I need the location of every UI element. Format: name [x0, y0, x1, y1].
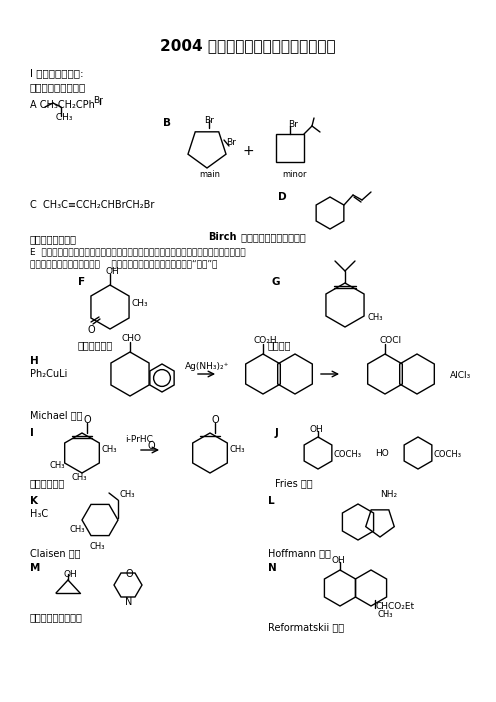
Text: OH: OH — [310, 425, 324, 434]
Text: CHCO₂Et: CHCO₂Et — [375, 602, 414, 611]
Text: 还原，不影响非共轭双键: 还原，不影响非共轭双键 — [238, 232, 306, 242]
Text: CHO: CHO — [122, 334, 142, 343]
Text: L: L — [268, 496, 275, 506]
Text: HO: HO — [375, 449, 389, 458]
Text: F: F — [78, 277, 85, 287]
Text: Michael 加成: Michael 加成 — [30, 410, 82, 420]
Text: 烯键比三键易加成: 烯键比三键易加成 — [30, 234, 77, 244]
Text: OH: OH — [64, 570, 78, 579]
Text: I 基本反应原理题:: I 基本反应原理题: — [30, 68, 84, 78]
Text: Birch: Birch — [208, 232, 237, 242]
Text: 一、完成下列反应式: 一、完成下列反应式 — [30, 82, 86, 92]
Text: Claisen 重排: Claisen 重排 — [30, 548, 80, 558]
Text: Ag(NH₃)₂⁺: Ag(NH₃)₂⁺ — [185, 362, 229, 371]
Text: OH: OH — [332, 556, 346, 565]
Text: Br: Br — [204, 116, 214, 125]
Text: H₃C: H₃C — [30, 509, 48, 519]
Text: CO₂H: CO₂H — [253, 336, 277, 345]
Text: Hoffmann 降级: Hoffmann 降级 — [268, 548, 331, 558]
Text: CH₃: CH₃ — [119, 490, 134, 499]
Text: CH₃: CH₃ — [132, 299, 149, 308]
Text: M: M — [30, 563, 40, 573]
Text: Fries 重排: Fries 重排 — [275, 478, 312, 488]
Text: N: N — [125, 597, 132, 607]
Text: 反式消除: 反式消除 — [268, 340, 292, 350]
Text: E  这应该是一个错题：邻苯二甲酸亚胺的氮负离子是一个比醒鑰碱性还强的碱，只能发射: E 这应该是一个错题：邻苯二甲酸亚胺的氮负离子是一个比醒鑰碱性还强的碱，只能发射 — [30, 247, 246, 256]
Text: O: O — [84, 415, 92, 425]
Text: +: + — [242, 144, 253, 158]
Text: AlCl₃: AlCl₃ — [450, 371, 471, 380]
Text: 烯胺参与的烴醉缩合: 烯胺参与的烴醉缩合 — [30, 612, 83, 622]
Text: CH₃: CH₃ — [90, 542, 106, 551]
Text: O: O — [88, 325, 96, 335]
Text: B: B — [163, 118, 171, 128]
Text: CH₃: CH₃ — [30, 113, 72, 122]
Text: 消除，而不会形成取代产物。    除非你应是按纳给的步骤填上所谓“产物”。: 消除，而不会形成取代产物。 除非你应是按纳给的步骤填上所谓“产物”。 — [30, 259, 217, 268]
Text: COCH₃: COCH₃ — [334, 450, 362, 459]
Text: NH₂: NH₂ — [380, 490, 397, 499]
Text: Br: Br — [288, 120, 298, 129]
Text: minor: minor — [282, 170, 307, 179]
Text: A CH₃CH₂CPh: A CH₃CH₂CPh — [30, 100, 95, 110]
Text: CH₃: CH₃ — [50, 461, 65, 470]
Text: Br: Br — [226, 138, 236, 147]
Text: CH₃: CH₃ — [230, 445, 246, 454]
Text: 2004 中山大学有机化学试卷参考答案: 2004 中山大学有机化学试卷参考答案 — [160, 38, 336, 53]
Text: CH₃: CH₃ — [367, 313, 382, 322]
Text: Reformatskii 反应: Reformatskii 反应 — [268, 622, 344, 632]
Text: J: J — [275, 428, 279, 438]
Text: CH₃: CH₃ — [102, 445, 118, 454]
Text: H: H — [30, 356, 39, 366]
Text: O: O — [147, 441, 155, 451]
Text: O: O — [125, 569, 132, 579]
Text: OH: OH — [106, 267, 120, 276]
Text: main: main — [199, 170, 220, 179]
Text: O: O — [212, 415, 220, 425]
Text: Br: Br — [93, 96, 103, 105]
Text: I: I — [30, 428, 34, 438]
Text: D: D — [278, 192, 287, 202]
Text: G: G — [272, 277, 281, 287]
Text: K: K — [30, 496, 38, 506]
Text: CH₃: CH₃ — [72, 473, 87, 482]
Text: Ph₂CuLi: Ph₂CuLi — [30, 369, 67, 379]
Text: i-PrHC: i-PrHC — [125, 435, 153, 444]
Text: CH₃: CH₃ — [378, 610, 393, 619]
Text: COCl: COCl — [380, 336, 402, 345]
Text: CH₃: CH₃ — [70, 525, 85, 534]
Text: 交叉缩合反应: 交叉缩合反应 — [30, 478, 65, 488]
Text: C  CH₃C≡CCH₂CHBrCH₂Br: C CH₃C≡CCH₂CHBrCH₂Br — [30, 200, 154, 210]
Text: N: N — [268, 563, 277, 573]
Text: COCH₃: COCH₃ — [434, 450, 462, 459]
Text: 叔醇不被氧化: 叔醇不被氧化 — [78, 340, 113, 350]
